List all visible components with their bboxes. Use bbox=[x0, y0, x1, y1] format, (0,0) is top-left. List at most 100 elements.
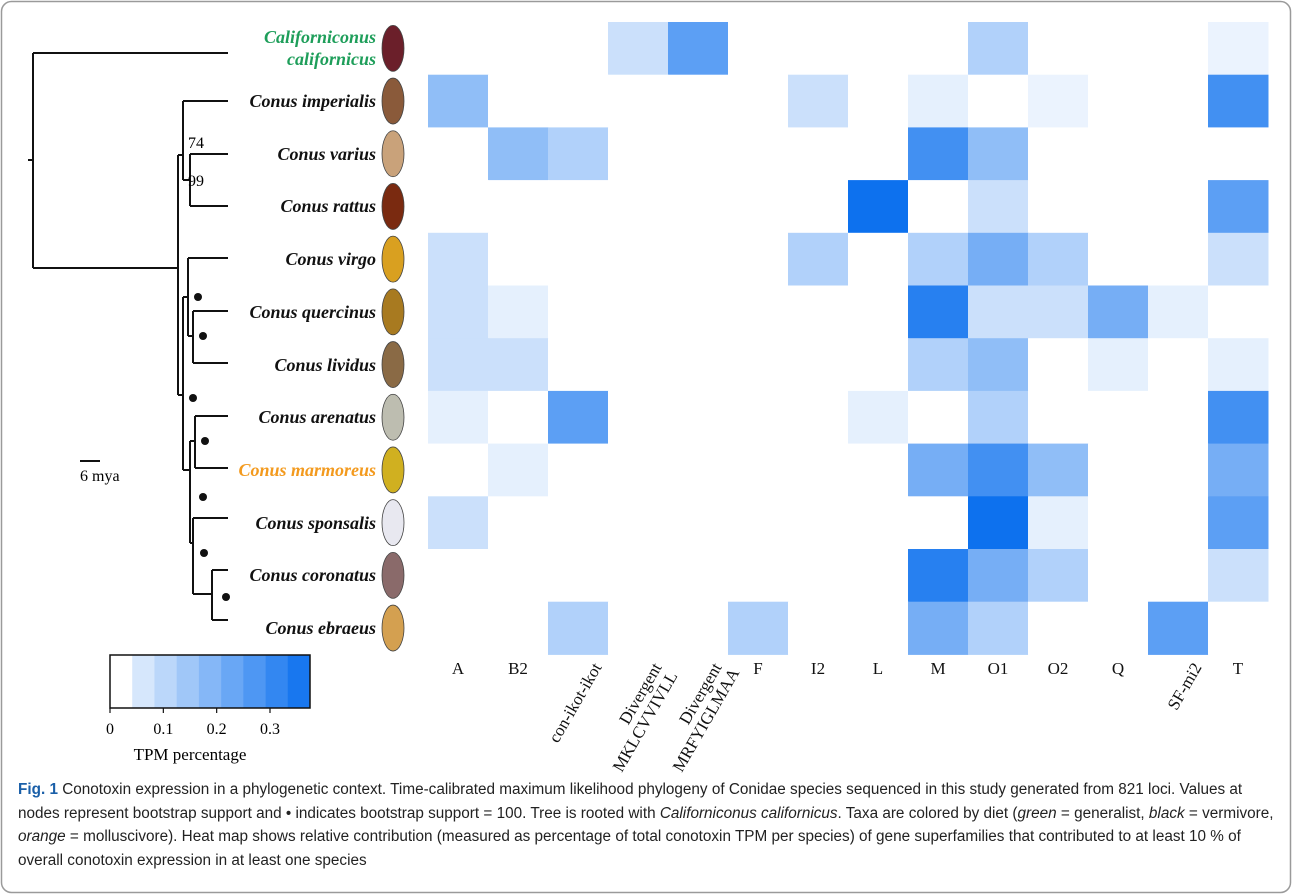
heatmap-cell bbox=[1088, 75, 1149, 128]
heatmap-cell bbox=[488, 180, 549, 233]
caption-run: = vermivore, bbox=[1185, 805, 1274, 822]
shell bbox=[382, 25, 404, 71]
heatmap-cell bbox=[1208, 233, 1269, 286]
heatmap-cell bbox=[908, 496, 969, 549]
heatmap-cell bbox=[788, 602, 849, 655]
heatmap-cell bbox=[548, 22, 609, 75]
heatmap-cell bbox=[1028, 338, 1089, 391]
caption-run: Fig. 1 bbox=[18, 781, 58, 798]
node-label: 99 bbox=[188, 173, 204, 190]
heatmap-cell bbox=[1208, 391, 1269, 444]
heatmap-cell bbox=[1028, 180, 1089, 233]
heatmap-cell bbox=[1148, 391, 1209, 444]
heatmap-cell bbox=[1028, 127, 1089, 180]
heatmap-cell bbox=[908, 549, 969, 602]
heatmap-cell bbox=[1148, 549, 1209, 602]
heatmap-cell bbox=[608, 22, 669, 75]
heatmap-cell bbox=[488, 602, 549, 655]
heatmap-cell bbox=[788, 549, 849, 602]
heatmap-cell bbox=[1148, 444, 1209, 497]
heatmap-cell bbox=[1208, 286, 1269, 339]
heatmap-cell bbox=[788, 75, 849, 128]
heatmap-cell bbox=[1148, 22, 1209, 75]
heatmap-cell bbox=[668, 496, 729, 549]
species-label: Conus lividus bbox=[201, 354, 376, 376]
species-label: Conus virgo bbox=[201, 248, 376, 270]
heatmap-cell bbox=[968, 22, 1029, 75]
heatmap-cell bbox=[1208, 338, 1269, 391]
heatmap-cell bbox=[728, 549, 789, 602]
heatmap-cell bbox=[668, 602, 729, 655]
heatmap-cell bbox=[1088, 496, 1149, 549]
heatmap-cell bbox=[488, 233, 549, 286]
heatmap-cell bbox=[488, 286, 549, 339]
species-label: Conus sponsalis bbox=[201, 512, 376, 534]
species-label: Conus ebraeus bbox=[201, 617, 376, 639]
heatmap-cell bbox=[668, 75, 729, 128]
shell bbox=[382, 552, 404, 598]
heatmap-cell bbox=[608, 602, 669, 655]
heatmap-cell bbox=[848, 549, 909, 602]
species-label: Conus quercinus bbox=[201, 301, 376, 323]
heatmap-cell bbox=[968, 180, 1029, 233]
heatmap-cell bbox=[1028, 233, 1089, 286]
heatmap bbox=[428, 22, 1269, 655]
heatmap-cell bbox=[668, 444, 729, 497]
heatmap-cell bbox=[548, 549, 609, 602]
figure-caption: Fig. 1 Conotoxin expression in a phyloge… bbox=[18, 778, 1280, 872]
heatmap-cell bbox=[848, 180, 909, 233]
caption-run: orange bbox=[18, 828, 66, 845]
heatmap-cell bbox=[608, 233, 669, 286]
heatmap-cell bbox=[1208, 127, 1269, 180]
heatmap-cell bbox=[1148, 180, 1209, 233]
heatmap-cell bbox=[1088, 286, 1149, 339]
heatmap-cell bbox=[1088, 22, 1149, 75]
heatmap-cell bbox=[428, 75, 489, 128]
heatmap-cell bbox=[1088, 602, 1149, 655]
species-label: Conus rattus bbox=[201, 195, 376, 217]
heatmap-cell bbox=[1148, 602, 1209, 655]
heatmap-cell bbox=[548, 602, 609, 655]
heatmap-cell bbox=[788, 338, 849, 391]
heatmap-cell bbox=[788, 391, 849, 444]
legend-bin bbox=[177, 655, 200, 708]
heatmap-cell bbox=[488, 75, 549, 128]
shell bbox=[382, 342, 404, 388]
heatmap-cell bbox=[1208, 602, 1269, 655]
heatmap-cell bbox=[548, 444, 609, 497]
heatmap-cell bbox=[488, 444, 549, 497]
heatmap-cell bbox=[488, 391, 549, 444]
support-dot bbox=[200, 549, 208, 557]
shell bbox=[382, 183, 404, 229]
heatmap-cell bbox=[968, 496, 1029, 549]
heatmap-cell bbox=[428, 602, 489, 655]
heatmap-cell bbox=[1028, 549, 1089, 602]
heatmap-cell bbox=[488, 338, 549, 391]
heatmap-cell bbox=[608, 286, 669, 339]
heatmap-cell bbox=[908, 75, 969, 128]
heatmap-cell bbox=[1088, 549, 1149, 602]
column-label: F bbox=[728, 660, 788, 678]
heatmap-cell bbox=[548, 180, 609, 233]
shell bbox=[382, 236, 404, 282]
heatmap-cell bbox=[1088, 127, 1149, 180]
legend-bin bbox=[266, 655, 289, 708]
heatmap-cell bbox=[968, 233, 1029, 286]
legend-tick-label: 0 bbox=[106, 721, 114, 738]
color-legend: 00.10.20.3TPM percentage bbox=[106, 655, 310, 764]
column-label: I2 bbox=[788, 660, 848, 678]
support-dot bbox=[194, 293, 202, 301]
heatmap-cell bbox=[428, 549, 489, 602]
heatmap-cell bbox=[668, 233, 729, 286]
heatmap-cell bbox=[788, 127, 849, 180]
heatmap-cell bbox=[908, 286, 969, 339]
shell bbox=[382, 289, 404, 335]
support-dot bbox=[222, 593, 230, 601]
heatmap-cell bbox=[1028, 22, 1089, 75]
heatmap-cell bbox=[788, 180, 849, 233]
heatmap-cell bbox=[608, 549, 669, 602]
legend-title: TPM percentage bbox=[134, 745, 247, 764]
caption-run: green bbox=[1018, 805, 1057, 822]
heatmap-cell bbox=[728, 233, 789, 286]
shell bbox=[382, 78, 404, 124]
